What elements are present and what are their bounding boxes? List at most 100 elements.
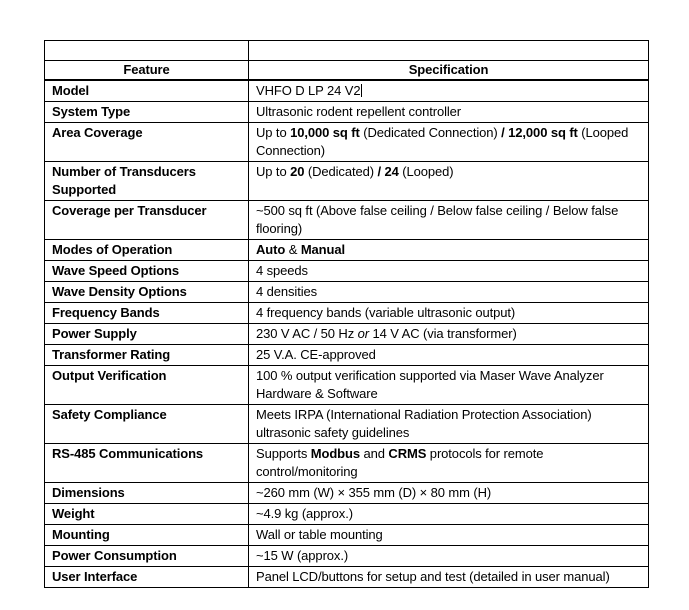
table-header-row: Feature Specification bbox=[44, 60, 649, 81]
feature-cell[interactable]: System Type bbox=[44, 101, 249, 123]
feature-cell[interactable]: Power Supply bbox=[44, 323, 249, 345]
feature-cell[interactable]: Dimensions bbox=[44, 482, 249, 504]
spec-text-segment: 100 % output verification supported via … bbox=[256, 368, 604, 401]
table-row: Wave Density Options 4 densities bbox=[44, 281, 649, 303]
spec-table-body: Feature Specification Model VHFO D LP 24 … bbox=[44, 40, 649, 588]
spec-cell[interactable]: Meets IRPA (International Radiation Prot… bbox=[248, 404, 649, 444]
table-row: RS-485 Communications Supports Modbus and… bbox=[44, 443, 649, 483]
spec-cell[interactable]: 4 speeds bbox=[248, 260, 649, 282]
feature-cell[interactable]: Wave Density Options bbox=[44, 281, 249, 303]
spec-cell[interactable]: ~4.9 kg (approx.) bbox=[248, 503, 649, 525]
feature-cell[interactable]: RS-485 Communications bbox=[44, 443, 249, 483]
spec-cell[interactable]: VHFO D LP 24 V2 bbox=[248, 79, 649, 102]
spec-cell[interactable]: Supports Modbus and CRMS protocols for r… bbox=[248, 443, 649, 483]
feature-cell[interactable]: Output Verification bbox=[44, 365, 249, 405]
spec-text-segment: (Looped) bbox=[398, 164, 454, 179]
feature-cell[interactable]: Weight bbox=[44, 503, 249, 525]
feature-cell[interactable]: Modes of Operation bbox=[44, 239, 249, 261]
specification-table: Feature Specification Model VHFO D LP 24 … bbox=[44, 40, 649, 588]
spec-text-segment: Manual bbox=[300, 242, 345, 257]
feature-cell[interactable]: Frequency Bands bbox=[44, 302, 249, 324]
feature-column-header[interactable]: Feature bbox=[44, 60, 249, 81]
spec-text-segment: 230 V AC / 50 Hz bbox=[256, 326, 358, 341]
feature-cell[interactable]: Power Consumption bbox=[44, 545, 249, 567]
spec-text-segment: 4 densities bbox=[256, 284, 318, 299]
table-row: Number of Transducers Supported Up to 20 … bbox=[44, 161, 649, 201]
feature-cell[interactable]: Safety Compliance bbox=[44, 404, 249, 444]
table-row: Power Consumption ~15 W (approx.) bbox=[44, 545, 649, 567]
feature-cell[interactable]: Mounting bbox=[44, 524, 249, 546]
spec-cell[interactable]: Up to 20 (Dedicated) / 24 (Looped) bbox=[248, 161, 649, 201]
spec-text-segment: & bbox=[285, 242, 301, 257]
spec-text-segment: Modbus bbox=[310, 446, 360, 461]
table-row: User Interface Panel LCD/buttons for setu… bbox=[44, 566, 649, 588]
spec-cell[interactable]: Wall or table mounting bbox=[248, 524, 649, 546]
spec-cell[interactable]: 100 % output verification supported via … bbox=[248, 365, 649, 405]
spec-text-segment: Auto bbox=[256, 242, 286, 257]
spec-text-segment: Panel LCD/buttons for setup and test (de… bbox=[256, 569, 610, 584]
table-row: Modes of Operation Auto & Manual bbox=[44, 239, 649, 261]
feature-cell[interactable]: Coverage per Transducer bbox=[44, 200, 249, 240]
table-row: Frequency Bands 4 frequency bands (variab… bbox=[44, 302, 649, 324]
table-row: Mounting Wall or table mounting bbox=[44, 524, 649, 546]
table-row: Dimensions ~260 mm (W) × 355 mm (D) × 80 … bbox=[44, 482, 649, 504]
table-row: Model VHFO D LP 24 V2 bbox=[44, 79, 649, 102]
spec-cell[interactable]: Up to 10,000 sq ft (Dedicated Connection… bbox=[248, 122, 649, 162]
table-row: Output Verification 100 % output verifica… bbox=[44, 365, 649, 405]
spec-text-segment: and bbox=[359, 446, 389, 461]
feature-cell[interactable]: Number of Transducers Supported bbox=[44, 161, 249, 201]
spec-text-segment: protocols for remote control/monitoring bbox=[256, 446, 544, 479]
empty-cell[interactable] bbox=[248, 40, 649, 61]
spec-text-segment: 24 bbox=[384, 164, 399, 179]
spec-text-segment: / bbox=[377, 164, 381, 179]
feature-cell[interactable]: Wave Speed Options bbox=[44, 260, 249, 282]
feature-cell[interactable]: User Interface bbox=[44, 566, 249, 588]
spec-cell[interactable]: 4 frequency bands (variable ultrasonic o… bbox=[248, 302, 649, 324]
specification-column-header[interactable]: Specification bbox=[248, 60, 649, 81]
spec-text-segment: Meets IRPA (International Radiation Prot… bbox=[256, 407, 592, 440]
spec-text-segment: 20 bbox=[290, 164, 305, 179]
spec-text-segment: Up to bbox=[256, 125, 291, 140]
spec-text-segment: (Looped Connection) bbox=[256, 125, 629, 158]
spec-text-segment: Supports bbox=[256, 446, 311, 461]
spec-text-segment: 10,000 sq ft bbox=[290, 125, 360, 140]
spec-cell[interactable]: ~500 sq ft (Above false ceiling / Below … bbox=[248, 200, 649, 240]
spec-cell[interactable]: 230 V AC / 50 Hz or 14 V AC (via transfo… bbox=[248, 323, 649, 345]
spec-text-segment: (Dedicated) bbox=[304, 164, 378, 179]
spec-text-segment: ~260 mm (W) × 355 mm (D) × 80 mm (H) bbox=[256, 485, 492, 500]
spec-cell[interactable]: ~260 mm (W) × 355 mm (D) × 80 mm (H) bbox=[248, 482, 649, 504]
table-row: System Type Ultrasonic rodent repellent c… bbox=[44, 101, 649, 123]
spec-text-segment: Up to bbox=[256, 164, 291, 179]
spec-text-segment: Wall or table mounting bbox=[256, 527, 383, 542]
spec-text-segment: VHFO D LP 24 V2 bbox=[256, 83, 361, 98]
empty-top-row bbox=[44, 40, 649, 61]
table-row: Safety Compliance Meets IRPA (Internation… bbox=[44, 404, 649, 444]
spec-text-segment: ~500 sq ft (Above false ceiling / Below … bbox=[256, 203, 619, 236]
spec-cell[interactable]: 25 V.A. CE-approved bbox=[248, 344, 649, 366]
spec-text-segment: or bbox=[357, 326, 369, 341]
feature-cell[interactable]: Model bbox=[44, 79, 249, 102]
spec-text-segment: 14 V AC (via transformer) bbox=[369, 326, 517, 341]
feature-cell[interactable]: Area Coverage bbox=[44, 122, 249, 162]
spec-text-segment: 4 frequency bands (variable ultrasonic o… bbox=[256, 305, 516, 320]
spec-text-segment: (Dedicated Connection) bbox=[359, 125, 502, 140]
table-row: Weight ~4.9 kg (approx.) bbox=[44, 503, 649, 525]
table-row: Coverage per Transducer ~500 sq ft (Above… bbox=[44, 200, 649, 240]
spec-text-segment: CRMS bbox=[388, 446, 427, 461]
table-row: Transformer Rating 25 V.A. CE-approved bbox=[44, 344, 649, 366]
spec-cell[interactable]: ~15 W (approx.) bbox=[248, 545, 649, 567]
spec-cell[interactable]: Panel LCD/buttons for setup and test (de… bbox=[248, 566, 649, 588]
table-row: Area Coverage Up to 10,000 sq ft (Dedicat… bbox=[44, 122, 649, 162]
spec-text-segment: 4 speeds bbox=[256, 263, 308, 278]
spec-text-segment: ~4.9 kg (approx.) bbox=[256, 506, 353, 521]
spec-text-segment: ~15 W (approx.) bbox=[256, 548, 349, 563]
empty-cell[interactable] bbox=[44, 40, 249, 61]
spec-cell[interactable]: 4 densities bbox=[248, 281, 649, 303]
feature-cell[interactable]: Transformer Rating bbox=[44, 344, 249, 366]
spec-text-segment: 12,000 sq ft bbox=[508, 125, 578, 140]
spec-text-segment: / bbox=[501, 125, 505, 140]
spec-cell[interactable]: Auto & Manual bbox=[248, 239, 649, 261]
spec-cell[interactable]: Ultrasonic rodent repellent controller bbox=[248, 101, 649, 123]
table-row: Wave Speed Options 4 speeds bbox=[44, 260, 649, 282]
